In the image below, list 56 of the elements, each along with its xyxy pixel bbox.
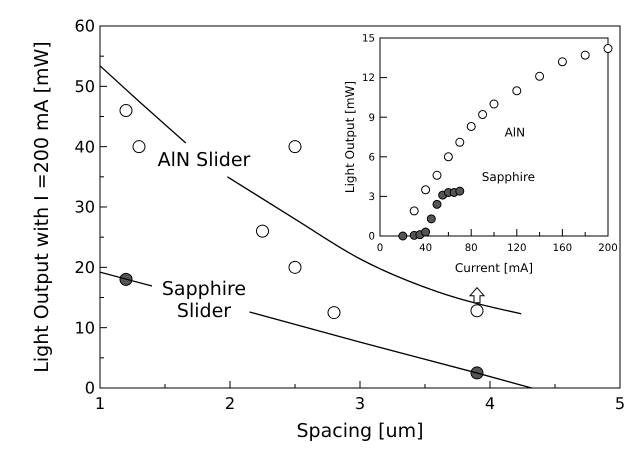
point [455,186,464,196]
y-tick-label: 9 [368,112,375,124]
point [580,50,590,60]
x-axis-title: Spacing [um] [296,420,424,442]
x-tick-label: 4 [484,394,496,414]
point [328,306,340,320]
x-tick-label: 160 [552,243,572,254]
x-tick-label: 120 [507,243,527,254]
y-tick-label: 40 [74,137,95,156]
series-label: Sapphire Slider [162,278,246,322]
point [512,86,522,96]
y-tick-label: 50 [74,76,95,96]
point [398,232,408,240]
y-tick-label: 20 [74,258,95,277]
point [410,206,419,216]
y-axis-title: Light Output [mW] [343,80,357,194]
series-label: AlN Slider [158,148,251,171]
y-tick-label: 6 [368,152,375,164]
y-axis-title: Light Output with I =200 mA [mW] [31,41,53,373]
point [288,140,302,154]
y-tick-label: 60 [74,16,95,36]
point [432,200,442,209]
point [120,104,132,117]
y-tick-label: 30 [74,198,95,217]
x-tick-label: 1 [94,394,106,414]
point [444,152,453,162]
x-axis-title: Current [mA] [454,261,534,276]
x-tick-label: 40 [419,243,432,254]
point [256,224,269,238]
y-tick-label: 0 [368,232,375,243]
series-label: Sapphire [482,170,536,184]
point [466,122,476,131]
point [432,170,442,180]
point [288,260,302,274]
point [426,214,436,224]
y-tick-label: 12 [362,73,375,84]
x-tick-label: 200 [598,243,618,254]
point [421,228,430,237]
y-tick-label: 15 [362,34,375,45]
y-tick-label: 10 [74,318,95,338]
point [558,57,567,66]
point [604,44,612,54]
x-tick-label: 80 [464,243,478,254]
x-tick-label: 2 [224,394,236,414]
x-tick-label: 0 [376,243,384,254]
point [132,140,146,154]
series-label: AlN [504,126,526,140]
point [535,72,544,81]
x-tick-label: 5 [614,394,626,414]
point [490,100,498,108]
point [421,185,430,194]
y-tick-label: 3 [368,192,375,203]
point [478,110,488,120]
point [455,138,464,147]
point [470,304,484,318]
y-tick-label: 0 [84,378,95,398]
